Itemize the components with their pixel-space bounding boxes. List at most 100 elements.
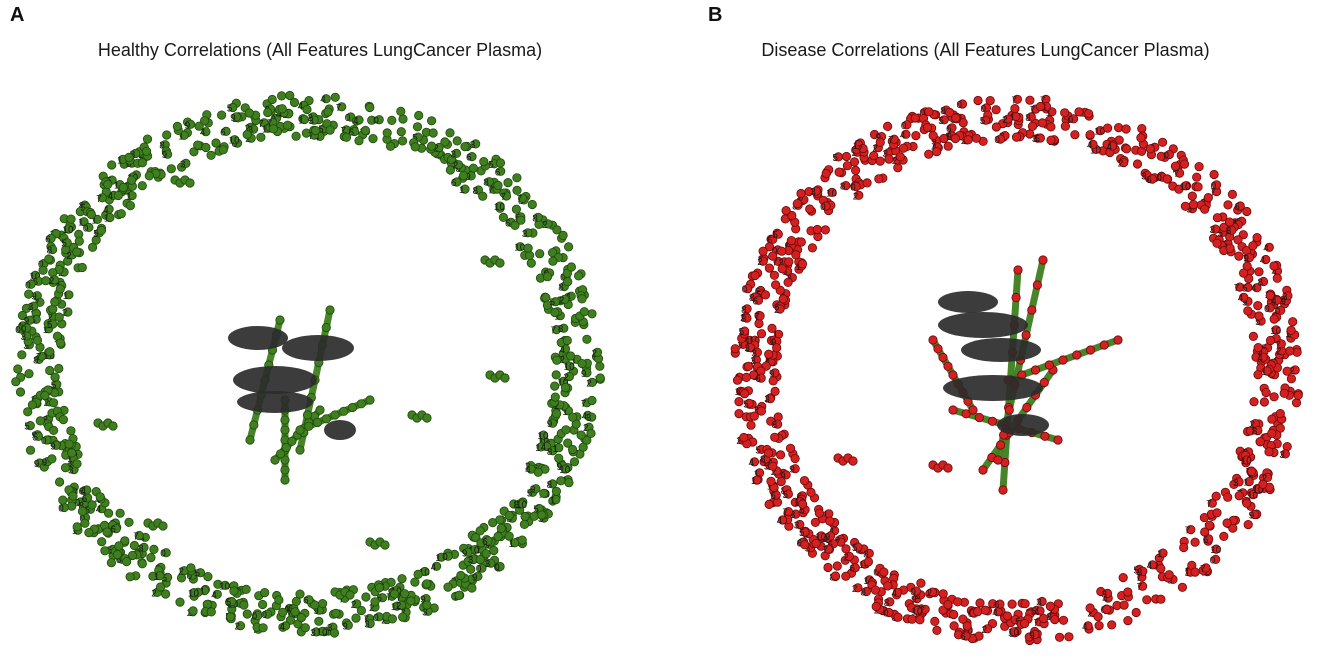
network-node xyxy=(898,143,908,153)
network-node xyxy=(535,249,545,259)
network-node xyxy=(454,590,464,600)
network-node xyxy=(512,185,522,196)
node-label: 2 xyxy=(583,423,589,434)
network-node xyxy=(345,590,355,600)
network-node xyxy=(1058,355,1068,365)
network-node xyxy=(48,398,59,408)
network-node xyxy=(870,585,880,595)
network-node xyxy=(978,465,988,475)
network-node xyxy=(125,572,135,582)
network-node xyxy=(82,485,92,495)
network-node xyxy=(295,589,305,599)
network-node xyxy=(325,125,335,135)
network-node xyxy=(911,586,921,596)
node-label: 7 xyxy=(1234,283,1240,294)
node-label: 7 xyxy=(96,194,102,205)
hub-cluster xyxy=(997,414,1049,436)
network-node xyxy=(142,134,153,144)
network-node xyxy=(1253,342,1263,353)
network-node xyxy=(853,542,863,552)
node-label: 6 xyxy=(755,374,761,385)
node-label: 1 xyxy=(126,192,132,203)
network-node xyxy=(1138,566,1148,576)
network-node xyxy=(1102,604,1112,615)
network-node xyxy=(582,368,592,378)
network-node xyxy=(495,515,505,525)
node-label: 0 xyxy=(160,549,166,560)
network-node xyxy=(542,300,553,310)
network-node xyxy=(560,464,570,474)
network-node xyxy=(821,168,831,179)
network-node xyxy=(764,499,774,509)
network-node xyxy=(930,616,940,627)
node-label: 10 xyxy=(826,188,838,199)
network-node xyxy=(982,624,993,634)
network-node xyxy=(1269,261,1279,271)
node-label: 3 xyxy=(751,348,757,359)
network-node xyxy=(795,519,805,530)
node-label: 1 xyxy=(459,185,465,196)
node-label: 0 xyxy=(1211,181,1217,192)
node-label: 5 xyxy=(85,505,91,516)
network-node xyxy=(1271,325,1281,335)
network-node xyxy=(477,563,487,573)
network-node xyxy=(302,104,312,115)
network-node xyxy=(944,107,955,118)
network-node xyxy=(467,152,477,162)
network-node xyxy=(1074,107,1084,117)
hub-cluster xyxy=(282,335,354,361)
network-node xyxy=(517,499,527,509)
network-node xyxy=(339,406,349,416)
network-node xyxy=(188,606,198,616)
network-node xyxy=(309,115,319,125)
network-node xyxy=(268,124,278,134)
network-node xyxy=(1283,291,1293,301)
network-node xyxy=(84,222,94,232)
network-node xyxy=(830,571,841,581)
node-label: 3 xyxy=(23,341,29,352)
network-node xyxy=(883,121,893,132)
network-node xyxy=(1045,601,1055,611)
node-label: 0 xyxy=(820,202,826,213)
network-node xyxy=(752,347,763,357)
network-node xyxy=(300,623,310,633)
node-label: 3 xyxy=(794,521,800,532)
network-node xyxy=(1131,607,1141,618)
network-node xyxy=(1238,268,1249,278)
network-node xyxy=(784,257,794,267)
node-label: 0 xyxy=(1156,173,1162,184)
node-label: 9 xyxy=(34,459,40,470)
hub-cluster xyxy=(938,312,1028,338)
network-node xyxy=(1180,181,1191,191)
node-label: 5 xyxy=(764,461,770,472)
node-label: 1 xyxy=(78,218,84,229)
network-node xyxy=(463,547,473,557)
network-node xyxy=(289,97,300,108)
node-label: 6 xyxy=(303,596,309,607)
network-node xyxy=(1025,95,1035,105)
node-label: 8 xyxy=(47,246,53,257)
network-node xyxy=(241,584,251,594)
network-node xyxy=(939,133,949,144)
network-node xyxy=(142,146,152,156)
network-node xyxy=(1242,455,1252,465)
network-node xyxy=(963,135,973,145)
network-node xyxy=(467,583,477,593)
network-node xyxy=(783,277,793,287)
node-label: 5 xyxy=(799,506,805,517)
network-node xyxy=(80,518,90,528)
network-node xyxy=(445,165,455,175)
network-node xyxy=(397,600,407,610)
node-label: 2 xyxy=(62,308,68,319)
network-node xyxy=(1012,94,1022,104)
network-node xyxy=(1085,130,1095,140)
hub-cluster xyxy=(943,375,1043,401)
network-node xyxy=(287,436,297,446)
network-node xyxy=(551,370,561,380)
hub-cluster xyxy=(961,338,1041,362)
network-node xyxy=(764,242,775,252)
network-node xyxy=(67,448,77,458)
network-node xyxy=(382,128,392,138)
network-node xyxy=(114,541,124,551)
network-node xyxy=(310,600,320,610)
